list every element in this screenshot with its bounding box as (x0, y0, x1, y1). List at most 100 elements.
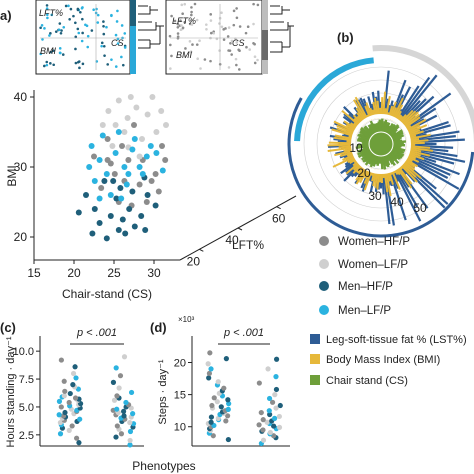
panel-a-point (98, 185, 105, 191)
panel-a-point (152, 202, 159, 209)
radial-bmi-bar (406, 133, 431, 141)
thumbnail-right-points (168, 2, 260, 71)
panel-a-point (149, 94, 156, 100)
thumbnail-left: LFT% BMI CS (35, 0, 164, 75)
panel-c-point (70, 370, 77, 377)
panel-c-point (58, 404, 64, 410)
legend-label: Women–LF/P (338, 259, 408, 271)
panel-a-point (115, 129, 122, 135)
radial-lst-bar (396, 76, 431, 122)
panel-a-y-label: BMI (5, 165, 19, 186)
panel-a-point (96, 195, 103, 202)
panel-a-point (159, 167, 166, 174)
panel-d-point (215, 379, 221, 385)
radial-tick-label: 30 (368, 189, 382, 203)
thumbnail-left-point (72, 14, 75, 18)
panel-a-point (112, 150, 119, 156)
legend-swatch (310, 334, 320, 344)
panel-a-point (103, 235, 110, 242)
thumbnail-right-point (181, 26, 185, 30)
thumbnail-left-point (114, 33, 118, 37)
panel-d-point (207, 350, 213, 356)
panel-d-point (276, 413, 282, 420)
panel-a-point (119, 143, 125, 149)
panel-c-point (114, 406, 120, 412)
panel-a-point (158, 108, 165, 114)
thumbnail-right-bmi-label: BMI (176, 50, 193, 60)
panel-d-point (218, 404, 224, 410)
panel-d-point (205, 361, 211, 367)
thumbnail-right-point (183, 2, 187, 6)
thumbnail-right-point (232, 23, 236, 27)
panel-c-point (56, 398, 63, 404)
panel-a-point (155, 188, 162, 195)
panel-a-point (115, 227, 122, 233)
thumbnail-left-dendrogram (138, 5, 164, 49)
panel-d-point (226, 401, 232, 407)
radial-tick-label: 10 (349, 141, 363, 155)
thumbnail-right-point (227, 26, 231, 29)
thumbnail-left-point (102, 20, 105, 23)
panel-c-point (127, 419, 133, 426)
thumbnail-left-point (58, 47, 62, 50)
legend-swatch (310, 354, 320, 364)
panel-c-point (70, 382, 76, 388)
thumbnail-left-point (106, 63, 110, 66)
thumbnail-left-point (46, 16, 49, 20)
panel-d-point (206, 370, 213, 377)
radial-outer-ring-grey (372, 45, 474, 148)
thumbnail-left-point (92, 8, 95, 11)
panel-d-point (208, 419, 214, 425)
panel-a-point (109, 143, 116, 149)
panel-a-point (117, 185, 124, 191)
thumbnail-right-point (189, 50, 193, 53)
thumbnail-left-point (43, 27, 46, 30)
panel-d-point (271, 423, 277, 429)
thumbnail-right-point (252, 2, 255, 6)
panel-a-point (125, 157, 132, 163)
thumbnail-right-point (196, 57, 199, 60)
thumbnail-left-point (95, 7, 98, 11)
radial-bmi-bar (328, 141, 356, 145)
thumbnail-left-point (39, 52, 43, 56)
thumbnail-left-point (81, 31, 84, 35)
thumbnail-left-point (49, 32, 52, 35)
panel-a-y-tick-label: 30 (14, 160, 28, 174)
panel-a-point (123, 181, 130, 188)
panel-a-point (131, 122, 137, 128)
thumbnail-right-point (237, 48, 240, 52)
legend-label: Chair stand (CS) (326, 375, 408, 387)
panel-c-point (128, 389, 135, 396)
thumbnail-left-point (84, 23, 87, 27)
thumbnail-left-point (40, 24, 44, 27)
thumbnail-right-point (235, 7, 238, 10)
panel-d-points (205, 350, 283, 447)
thumbnail-left-cs-label: CS (111, 38, 124, 48)
thumbnail-right-point (252, 42, 255, 45)
thumbnail-left-point (62, 25, 66, 29)
thumbnail-right-dendrogram (270, 5, 294, 53)
panel-c-point (66, 399, 72, 406)
panel-d-point (225, 436, 231, 443)
thumbnail-right-point (227, 49, 230, 52)
panel-c-point (61, 378, 67, 384)
thumbnail-right-point (227, 66, 231, 69)
panel-c-point (62, 409, 68, 416)
radial-bmi-bar (406, 146, 434, 152)
panel-a-point (139, 171, 146, 177)
legend-swatch (310, 375, 320, 385)
panel-a-point (153, 129, 160, 135)
legend-label: Men–LF/P (338, 305, 391, 317)
panel-c-point (118, 431, 125, 437)
thumbnail-right-point (169, 43, 172, 47)
radial-outer-ring-navy (287, 97, 474, 238)
thumbnail-left-points (39, 4, 127, 70)
panel-c-point (130, 411, 136, 417)
panel-d-ticks: 10 15 20 (174, 357, 192, 434)
panel-d-point (225, 406, 231, 412)
radial-bmi-bar (403, 118, 427, 133)
panel-c-point (127, 428, 134, 435)
thumbnail-right-point (253, 55, 257, 59)
panel-a-z-tick (276, 206, 281, 210)
panel-a-z-tick-label: 20 (187, 254, 201, 268)
